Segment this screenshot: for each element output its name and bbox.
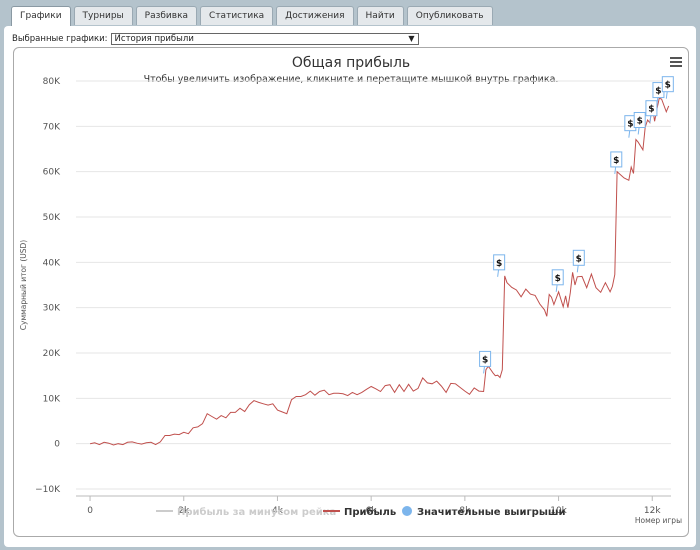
y-tick-label: 40K — [43, 258, 61, 268]
profit-series-line — [90, 97, 670, 446]
y-tick-label: −10K — [35, 485, 61, 495]
chart-selector-label: Выбранные графики: — [12, 34, 108, 44]
chart-container[interactable]: Общая прибыль Чтобы увеличить изображени… — [13, 47, 689, 537]
flag-label: $ — [613, 156, 619, 166]
tab-breakdown[interactable]: Разбивка — [135, 6, 198, 25]
chart-subtitle: Чтобы увеличить изображение, кликните и … — [143, 74, 559, 85]
significant-win-flag — [551, 269, 564, 286]
legend-rake-label: Прибыль за минусом рейка — [177, 506, 336, 518]
significant-win-flag — [633, 111, 646, 128]
x-tick-label: 10k — [550, 506, 567, 516]
x-tick-label: 12k — [644, 506, 661, 516]
significant-win-flag — [572, 249, 585, 266]
x-tick-label: 4k — [272, 506, 284, 516]
tab-tournaments[interactable]: Турниры — [73, 6, 133, 25]
main-panel: Выбранные графики: История прибыли ▼ Общ… — [4, 26, 696, 547]
flag-label: $ — [637, 116, 643, 126]
flag-label: $ — [665, 81, 671, 91]
tab-statistics[interactable]: Статистика — [200, 6, 274, 25]
y-tick-label: 80K — [43, 77, 61, 87]
tab-achievements[interactable]: Достижения — [276, 6, 354, 25]
significant-win-flag — [661, 76, 674, 93]
y-axis-label: Суммарный итог (USD) — [19, 240, 28, 331]
x-tick-label: 8k — [459, 506, 471, 516]
flag-label: $ — [576, 254, 582, 264]
chart-selector-dropdown[interactable]: История прибыли ▼ — [110, 33, 419, 45]
significant-win-flag — [645, 100, 658, 117]
y-tick-label: 30K — [43, 304, 61, 314]
chart-plot[interactable]: −10K 0 10K 20K 30K 40K 50K 60K 70K 80K 0 2k 4k 6k 8k 10… — [14, 48, 688, 536]
chart-selector-row: Выбранные графики: История прибыли ▼ — [12, 33, 419, 45]
legend-wins-label: Значительные выигрыши — [417, 507, 566, 518]
significant-win-flag — [493, 254, 506, 271]
tab-publish[interactable]: Опубликовать — [406, 6, 493, 25]
tab-bar: Графики Турниры Разбивка Статистика Дост… — [11, 6, 493, 27]
y-tick-label: 50K — [43, 213, 61, 223]
tab-find[interactable]: Найти — [356, 6, 404, 25]
flag-label: $ — [627, 120, 633, 130]
flag-label: $ — [555, 274, 561, 284]
flag-label: $ — [655, 87, 661, 97]
chart-title: Общая прибыль — [291, 55, 411, 71]
x-tick-label: 0 — [87, 506, 93, 516]
x-tick-label: 6k — [366, 506, 378, 516]
y-tick-label: 0 — [54, 440, 60, 450]
legend-profit-label: Прибыль — [344, 506, 396, 518]
chart-selector-value: История прибыли — [114, 34, 194, 44]
y-tick-label: 20K — [43, 349, 61, 359]
y-tick-label: 70K — [43, 122, 61, 132]
x-axis-label: Номер игры — [635, 516, 682, 525]
significant-win-flag — [610, 151, 623, 168]
flag-label: $ — [496, 259, 502, 269]
tab-charts[interactable]: Графики — [11, 6, 71, 27]
y-tick-label: 10K — [43, 394, 61, 404]
chevron-down-icon: ▼ — [408, 34, 415, 43]
significant-win-flag — [479, 350, 492, 367]
flag-label: $ — [648, 105, 654, 115]
x-tick-label: 2k — [178, 506, 190, 516]
legend-wins-swatch — [402, 506, 412, 516]
chart-menu-icon[interactable] — [670, 57, 682, 67]
flag-label: $ — [482, 355, 488, 365]
y-tick-label: 60K — [43, 168, 61, 178]
